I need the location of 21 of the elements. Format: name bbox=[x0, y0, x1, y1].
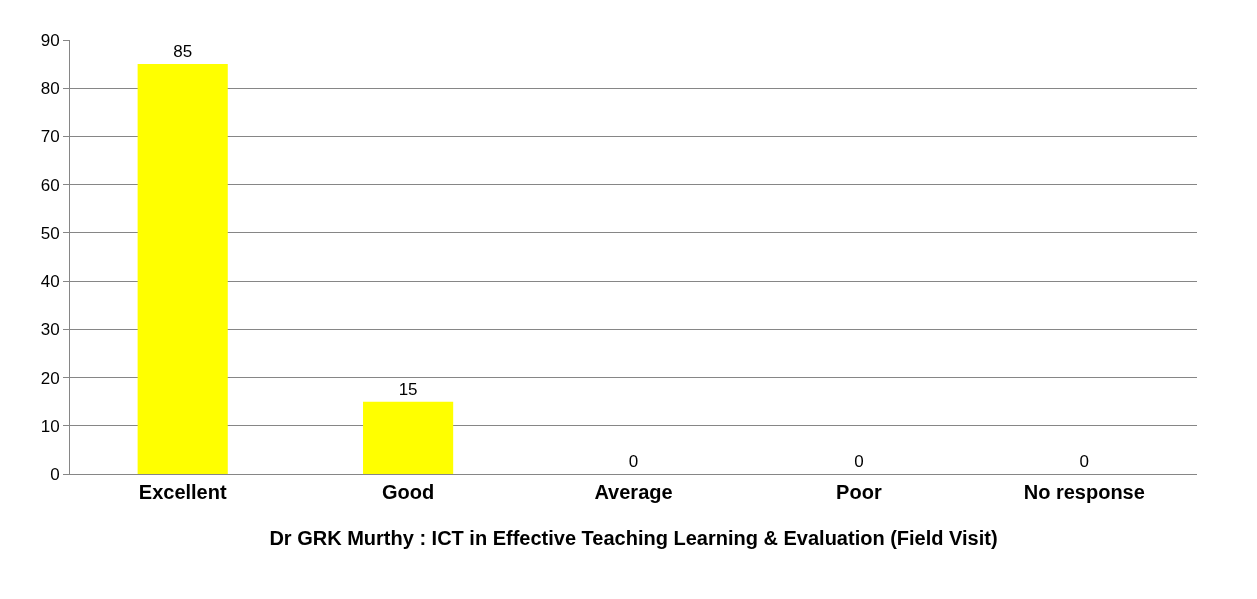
data-label: 0 bbox=[1079, 452, 1090, 471]
x-axis-title: Dr GRK Murthy : ICT in Effective Teaching Learning & Evaluation (Field Visit) bbox=[269, 526, 998, 549]
y-tick-label: 40 bbox=[40, 272, 60, 292]
data-label: 0 bbox=[628, 452, 639, 471]
data-label: 15 bbox=[398, 379, 418, 399]
y-tick-label: 20 bbox=[40, 368, 60, 388]
x-tick-label: Average bbox=[594, 481, 673, 503]
y-tick-label: 90 bbox=[40, 30, 60, 50]
y-tick-label: 70 bbox=[40, 127, 60, 147]
y-tick-label: 80 bbox=[40, 79, 60, 99]
data-label: 85 bbox=[173, 42, 193, 62]
y-tick-label: 0 bbox=[50, 464, 60, 484]
y-tick-label: 30 bbox=[40, 320, 60, 340]
x-tick-label: Poor bbox=[836, 481, 882, 503]
data-label: 0 bbox=[854, 452, 864, 471]
x-tick-label: Good bbox=[381, 481, 435, 503]
y-tick-label: 50 bbox=[40, 223, 60, 243]
y-tick-label: 60 bbox=[40, 175, 60, 195]
x-tick-label: No response bbox=[1023, 481, 1145, 503]
y-tick-label: 10 bbox=[40, 416, 60, 436]
x-tick-label: Excellent bbox=[138, 481, 227, 503]
